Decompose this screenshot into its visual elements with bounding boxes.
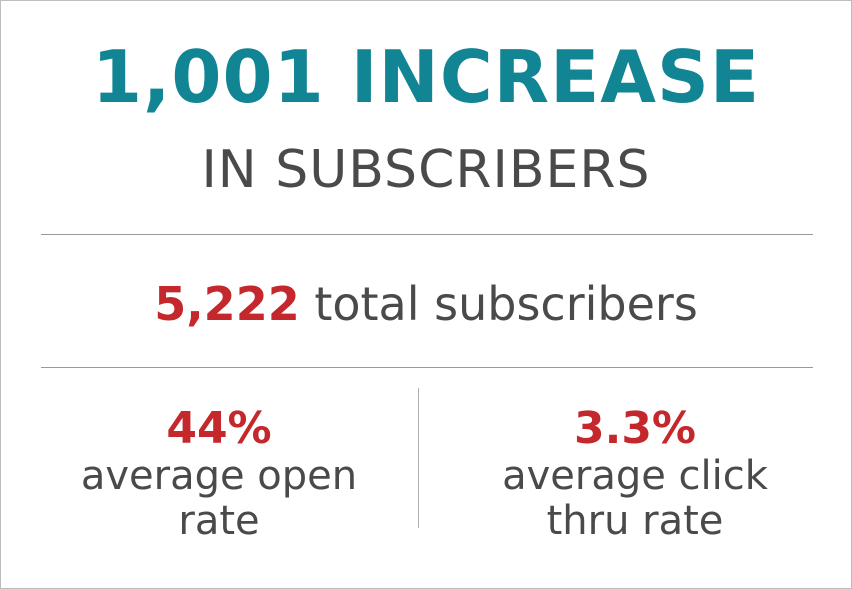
- headline-word: INCREASE: [350, 35, 761, 119]
- vertical-divider: [418, 388, 419, 528]
- open-rate-stat: 44% average open rate: [29, 403, 409, 544]
- open-rate-label-line1: average open: [80, 453, 358, 500]
- middle-divider: [41, 367, 813, 368]
- open-rate-value: 44%: [166, 403, 272, 454]
- total-subscribers-label: total subscribers: [314, 277, 698, 331]
- total-subscribers-row: 5,222 total subscribers: [1, 281, 851, 327]
- click-rate-label: average click thru rate: [445, 454, 825, 544]
- click-rate-label-line1: average click: [502, 453, 768, 500]
- headline-number: 1,001: [91, 35, 325, 119]
- top-divider: [41, 234, 813, 235]
- click-rate-value: 3.3%: [573, 403, 697, 454]
- headline: 1,001 INCREASE: [1, 41, 851, 113]
- open-rate-label-line2: rate: [178, 497, 260, 544]
- click-rate-stat: 3.3% average click thru rate: [445, 403, 825, 544]
- open-rate-label: average open rate: [29, 454, 409, 544]
- total-subscribers-number: 5,222: [154, 277, 300, 331]
- headline-subtitle: IN SUBSCRIBERS: [201, 140, 651, 200]
- click-rate-label-line2: thru rate: [546, 497, 724, 544]
